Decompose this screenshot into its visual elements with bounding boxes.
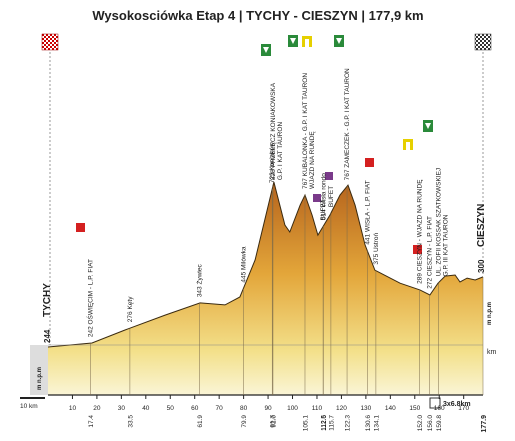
x-tick-label: 130 [360,405,371,412]
circuit-icon [302,36,312,47]
waypoint-label: G.P. I KAT TAURON [277,122,284,181]
start-name: TYCHY [42,283,53,317]
x-tick-label: 70 [216,405,224,412]
x-tick-label: 160 [434,405,445,412]
waypoint-label: G.P. III KAT TAURON [443,214,450,276]
x-tick-label: 150 [409,405,420,412]
start-altitude: 244 [43,329,52,343]
profile-area [48,182,483,395]
waypoint-km: 17.4 [88,415,95,428]
waypoint-km: 61.9 [197,415,204,428]
waypoint-label: 767 ZAMECZEK - G.P. I KAT TAURON [344,68,351,180]
mountain-icon [288,35,298,47]
waypoint-label: WJAZD NA RUNDĘ [309,131,316,189]
y-unit-right: m n.p.m [487,302,493,325]
waypoint-label: UL. ZOFII KOSSAK SZATKOWSKIEJ [436,168,443,277]
x-tick-label: 90 [264,405,272,412]
scale-bar-label: 10 km [20,403,38,410]
waypoint-label: 445 Milówka [240,246,247,283]
waypoint-km: 112.6 [321,415,328,431]
x-tick-label: 50 [167,405,175,412]
waypoint-label: 441 WISŁA - L.P. FIAT [364,180,371,244]
x-tick-label: 20 [93,405,101,412]
waypoint-km: 33.5 [127,415,134,428]
waypoint-km: 92.0 [270,415,277,428]
x-tick-label: 80 [240,405,248,412]
waypoint-label: 242 OŚWIĘCIM - L.P. FIAT [86,259,95,337]
sprint-icon [413,245,422,254]
x-tick-label: 30 [118,405,126,412]
mountain-icon [423,120,433,132]
left-unit-box [30,345,48,395]
waypoint-km: 115.7 [328,415,335,431]
waypoint-km: 105.1 [302,415,309,432]
x-unit: km [487,349,497,356]
waypoint-label: 375 Ustroń [373,232,380,264]
waypoint-label: 828 PRZEŁĘCZ KONIAKOWSKA [270,82,277,180]
x-tick-label: 120 [336,405,347,412]
circuit-symbol [429,397,441,409]
waypoint-km: 130.6 [365,415,372,432]
sprint-icon [365,158,374,167]
waypoint-label: 276 Kęty [127,296,134,322]
start-flag [41,33,59,51]
waypoint-label: BUFET [328,186,335,207]
x-tick-label: 10 [69,405,77,412]
waypoint-label: BUFET [320,199,327,220]
waypoint-label: 723 Koniaków [269,142,276,183]
circuit-icon [403,139,413,150]
mountain-icon [334,35,344,47]
page-title: Wysokosciówka Etap 4 | TYCHY - CIESZYN |… [92,8,423,23]
feed-icon [313,194,321,202]
waypoint-km: 112.5 [321,415,328,431]
finish-name: CIESZYN [476,204,487,247]
feed-icon [325,172,333,180]
finish-altitude: 300 [477,259,486,273]
waypoint-label: 343 Żywiec [194,264,203,298]
finish-km: 177.9 [481,415,488,433]
x-tick-label: 60 [191,405,199,412]
waypoint-label: 289 CIESZYN - WJAZD NA RUNDĘ [417,179,424,284]
finish-flag [474,33,492,51]
waypoint-km: 79.9 [241,415,248,428]
circuit-label: 3x6.8km [443,401,471,408]
waypoint-km: 122.3 [345,415,352,432]
waypoint-km: 91.7 [270,415,277,428]
x-tick-label: 40 [142,405,150,412]
waypoint-km: 152.0 [417,415,424,432]
waypoint-km: 156.0 [427,415,434,432]
x-tick-label: 140 [385,405,396,412]
x-tick-label: 100 [287,405,298,412]
mountain-icon [261,44,271,56]
y-unit-left: m n.p.m [37,367,43,390]
waypoint-km: 159.8 [436,415,443,432]
waypoint-label: 767 KUBALONKA - G.P. I KAT TAURON [302,73,309,189]
waypoint-label: 514 Wisła rondo [320,173,327,220]
x-tick-label: 170 [458,405,469,412]
profile-line [47,181,484,348]
icons [20,33,492,409]
sprint-icon [76,223,85,232]
x-tick-label: 110 [312,405,323,412]
waypoint-label: 272 CIESZYN - L.P. FIAT [426,216,433,289]
waypoint-km: 134.1 [373,415,380,432]
